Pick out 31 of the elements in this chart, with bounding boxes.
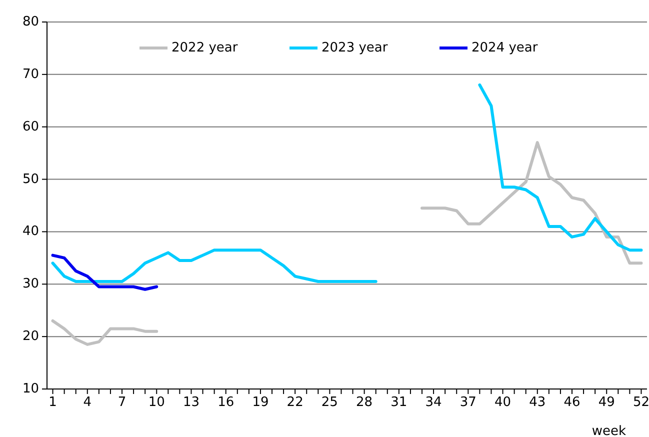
legend-label: 2022 year bbox=[172, 40, 238, 56]
legend-label: 2023 year bbox=[322, 40, 388, 56]
x-tick-label: 1 bbox=[48, 395, 57, 410]
y-tick-label: 50 bbox=[22, 172, 39, 187]
y-tick-label: 80 bbox=[22, 14, 39, 30]
x-tick-label: 34 bbox=[425, 395, 442, 410]
y-tick-label: 10 bbox=[22, 382, 39, 396]
x-tick-label: 16 bbox=[218, 395, 234, 410]
x-tick-label: 52 bbox=[632, 395, 649, 410]
x-tick-label: 25 bbox=[321, 395, 338, 410]
x-tick-label: 46 bbox=[564, 395, 580, 410]
line-series bbox=[51, 254, 158, 291]
y-tick-label: 60 bbox=[22, 119, 39, 134]
x-tick-label: 28 bbox=[356, 395, 373, 410]
x-axis-title: week bbox=[592, 424, 627, 437]
x-tick-label: 40 bbox=[494, 395, 512, 410]
y-tick-label: 20 bbox=[22, 329, 39, 344]
x-tick-label: 13 bbox=[182, 395, 200, 410]
y-tick-label: 30 bbox=[22, 276, 39, 292]
y-tick-label: 70 bbox=[22, 66, 39, 82]
y-tick-label: 40 bbox=[22, 224, 39, 240]
x-tick-label: 22 bbox=[286, 395, 304, 410]
x-tick-label: 4 bbox=[83, 395, 92, 410]
x-tick-label: 19 bbox=[252, 395, 269, 410]
x-tick-label: 7 bbox=[118, 395, 126, 410]
legend-label: 2024 year bbox=[472, 40, 538, 56]
x-tick-label: 49 bbox=[598, 395, 615, 410]
x-tick-label: 31 bbox=[390, 395, 408, 410]
x-tick-label: 43 bbox=[529, 395, 546, 410]
x-tick-label: 37 bbox=[460, 395, 476, 410]
x-tick-label: 10 bbox=[148, 395, 165, 410]
